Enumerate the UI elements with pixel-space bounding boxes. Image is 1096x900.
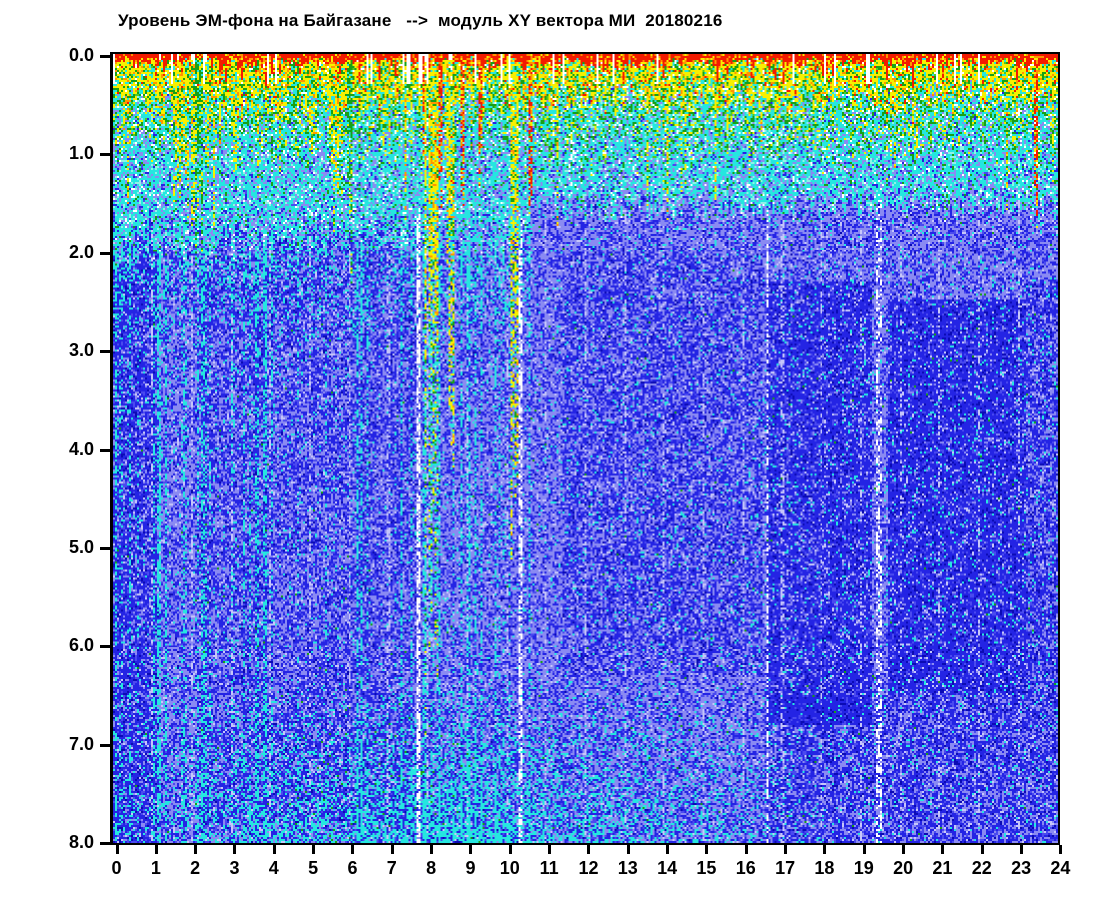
y-tick-mark [100, 350, 111, 354]
x-tick-label: 24 [1050, 858, 1071, 878]
x-tick-mark [430, 845, 434, 854]
x-tick-mark [233, 845, 237, 854]
y-tick-mark [100, 153, 111, 157]
spectrogram-canvas [113, 54, 1058, 843]
x-tick-mark [705, 845, 709, 854]
x-tick-label: 9 [465, 858, 476, 878]
x-tick-label: 13 [617, 858, 638, 878]
x-tick-mark [351, 845, 355, 854]
x-tick-label: 23 [1011, 858, 1032, 878]
x-tick-label: 21 [932, 858, 953, 878]
y-tick-label: 0.0 [68, 45, 94, 65]
x-tick-mark [902, 845, 906, 854]
y-tick-mark [100, 55, 111, 58]
x-tick-label: 3 [229, 858, 240, 878]
chart-title: Уровень ЭМ-фона на Байгазане --> модуль … [118, 11, 723, 30]
x-tick-mark [469, 845, 473, 854]
x-tick-mark [587, 845, 591, 854]
x-tick-label: 20 [893, 858, 914, 878]
plot-frame [110, 52, 1060, 845]
x-tick-label: 7 [386, 858, 397, 878]
y-tick-mark [100, 547, 111, 550]
x-tick-label: 5 [308, 858, 319, 878]
x-tick-mark [272, 845, 276, 854]
x-tick-label: 10 [499, 858, 520, 878]
x-tick-mark [194, 845, 198, 854]
x-tick-label: 6 [347, 858, 358, 878]
y-tick-label: 2.0 [68, 241, 94, 262]
x-tick-label: 14 [657, 858, 678, 878]
x-tick-label: 2 [190, 858, 201, 878]
x-tick-label: 18 [814, 858, 835, 878]
x-tick-mark [666, 845, 670, 854]
y-tick-mark [100, 448, 111, 452]
x-tick-label: 1 [150, 858, 161, 878]
x-tick-label: 12 [578, 858, 599, 878]
x-tick-label: 17 [775, 858, 796, 878]
x-tick-mark [548, 845, 552, 854]
x-tick-mark [1020, 845, 1024, 854]
x-tick-mark [823, 845, 827, 854]
x-tick-mark [626, 845, 630, 854]
x-tick-label: 4 [268, 858, 279, 878]
y-tick-label: 6.0 [68, 635, 94, 656]
y-tick-mark [100, 251, 111, 255]
y-tick-mark [100, 743, 111, 747]
y-tick-label: 1.0 [68, 143, 94, 164]
x-tick-mark [784, 845, 788, 854]
x-tick-label: 11 [539, 858, 559, 878]
y-tick-label: 3.0 [68, 340, 94, 361]
x-tick-label: 19 [853, 858, 874, 878]
x-tick-mark [1059, 845, 1063, 854]
y-tick-label: 8.0 [68, 832, 94, 853]
x-tick-mark [744, 845, 748, 854]
y-tick-label: 7.0 [68, 733, 94, 754]
x-tick-mark [508, 845, 512, 854]
x-tick-mark [115, 845, 119, 854]
x-tick-label: 15 [696, 858, 717, 878]
x-tick-label: 0 [111, 858, 122, 878]
x-tick-mark [862, 845, 866, 854]
x-tick-mark [154, 845, 158, 854]
x-tick-mark [390, 845, 394, 854]
x-tick-mark [941, 845, 945, 854]
x-tick-label: 16 [735, 858, 756, 878]
y-tick-label: 5.0 [68, 537, 94, 557]
y-tick-mark [100, 842, 111, 846]
x-tick-label: 8 [426, 858, 437, 878]
x-tick-mark [980, 845, 984, 854]
y-tick-mark [100, 645, 111, 649]
x-tick-mark [312, 845, 316, 854]
y-tick-label: 4.0 [68, 438, 94, 459]
x-tick-label: 22 [971, 858, 992, 878]
